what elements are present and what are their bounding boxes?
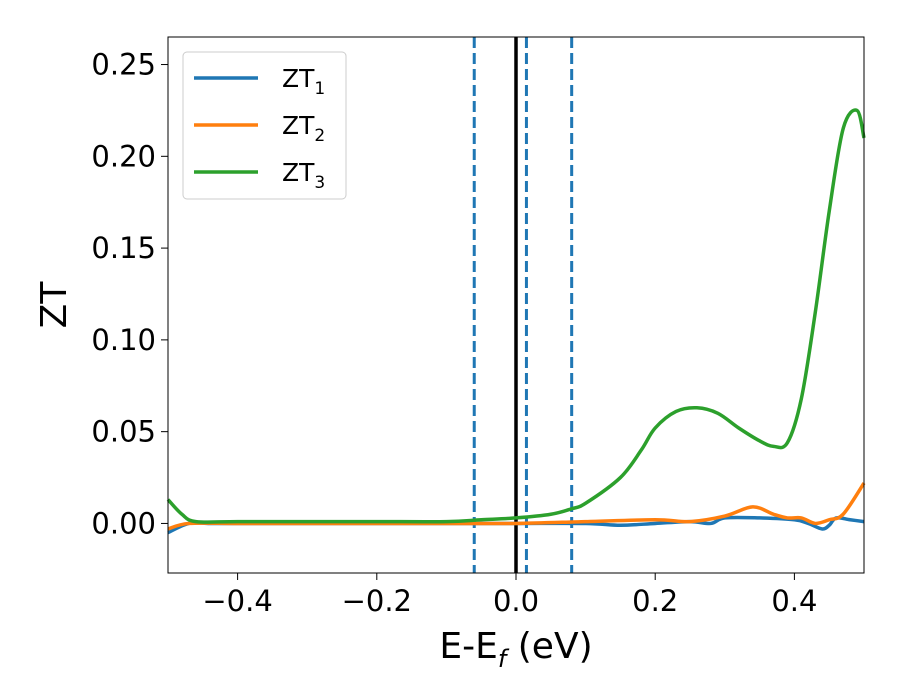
series-lines bbox=[166, 108, 866, 535]
y-tick-label: 0.20 bbox=[91, 139, 156, 173]
legend-label: ZT3 bbox=[282, 158, 325, 193]
x-tick-label: −0.4 bbox=[202, 584, 272, 618]
reference-lines bbox=[472, 37, 574, 573]
x-axis-label-unit: (eV) bbox=[506, 626, 592, 667]
x-tick-label: −0.2 bbox=[342, 584, 412, 618]
y-tick-label: 0.05 bbox=[91, 415, 156, 449]
y-tick-label: 0.15 bbox=[91, 231, 156, 265]
y-tick-label: 0.10 bbox=[91, 323, 156, 357]
y-tick-label: 0.00 bbox=[91, 506, 156, 540]
x-tick-label: 0.2 bbox=[632, 584, 678, 618]
x-axis-label: E-Ef (eV) bbox=[439, 626, 592, 673]
x-axis-ticks: −0.4 −0.2 0.0 0.2 0.4 bbox=[202, 573, 817, 618]
x-tick-label: 0.4 bbox=[771, 584, 817, 618]
legend-box bbox=[182, 51, 347, 200]
series-line-zt3 bbox=[166, 108, 866, 524]
y-axis-ticks: 0.00 0.05 0.10 0.15 0.20 0.25 bbox=[91, 48, 168, 540]
legend-label: ZT1 bbox=[282, 64, 325, 99]
series-line-zt2 bbox=[167, 482, 866, 531]
y-axis-label: ZT bbox=[34, 281, 75, 329]
x-axis-label-main: E-E bbox=[439, 626, 497, 667]
x-tick-label: 0.0 bbox=[493, 584, 539, 618]
legend: ZT1 ZT2 ZT3 bbox=[182, 51, 347, 200]
legend-label: ZT2 bbox=[282, 111, 325, 146]
y-tick-label: 0.25 bbox=[91, 48, 156, 82]
